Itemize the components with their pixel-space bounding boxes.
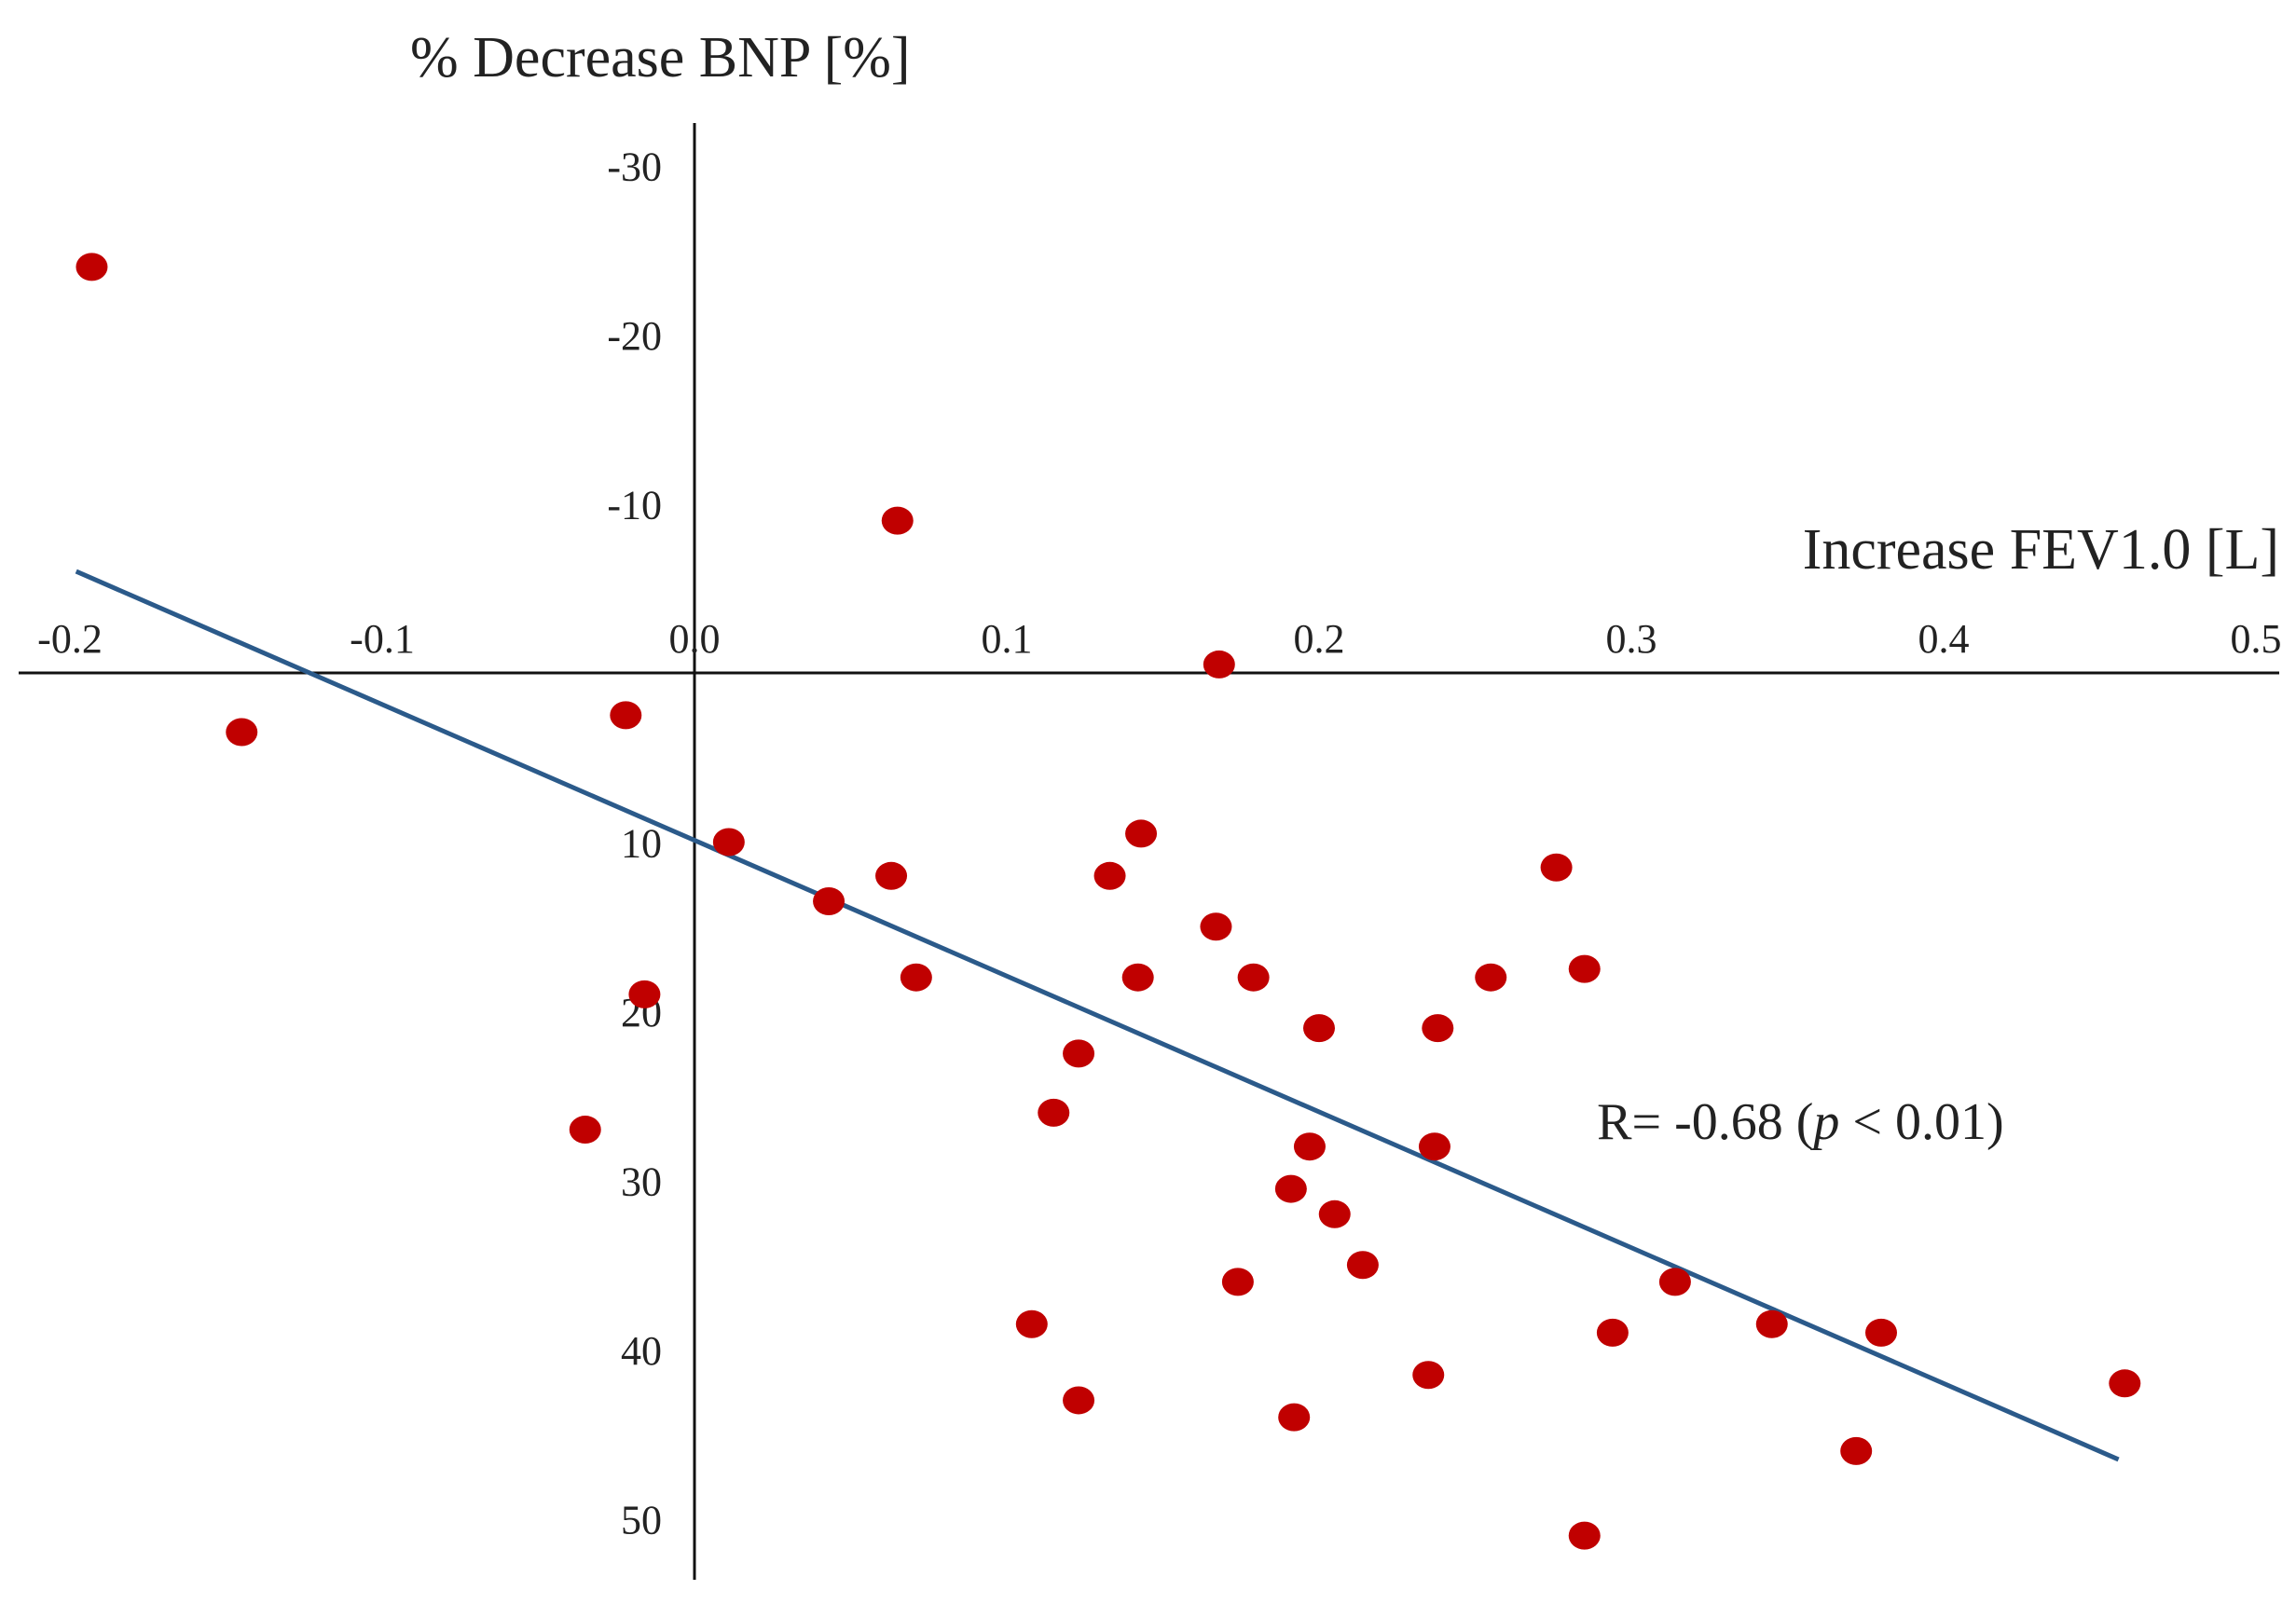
x-tick-label: 0.2 [1294, 616, 1345, 662]
data-point [628, 980, 661, 1008]
regression-line [75, 569, 2120, 1462]
data-point [1221, 1268, 1254, 1296]
data-point [226, 718, 258, 747]
data-points [76, 253, 2141, 1550]
data-point [610, 701, 642, 730]
x-tick-label: 0.4 [1918, 616, 1970, 662]
y-tick-label: 40 [621, 1328, 662, 1374]
y-tick-label: -20 [607, 313, 662, 359]
data-point [1237, 963, 1270, 992]
data-point [1125, 819, 1158, 848]
data-point [1840, 1436, 1873, 1465]
data-point [1346, 1251, 1379, 1280]
data-point [1475, 963, 1507, 992]
annotation-p: p [1809, 1093, 1839, 1151]
data-point [1015, 1309, 1048, 1338]
data-point [1658, 1268, 1691, 1296]
data-point [1200, 912, 1232, 941]
data-point [1422, 1014, 1454, 1043]
data-point [813, 887, 846, 916]
y-tick-label: -30 [607, 144, 662, 190]
y-tick-label: 10 [621, 821, 662, 867]
data-point [1121, 963, 1154, 992]
data-point [1303, 1014, 1335, 1043]
y-axis-title: % Decrease BNP [%] [410, 26, 911, 89]
data-point [1540, 853, 1573, 882]
x-tick-label: 0.3 [1606, 616, 1657, 662]
data-point [875, 861, 908, 890]
data-point [1865, 1318, 1897, 1347]
annotation-prefix: R= -0.68 ( [1597, 1093, 1813, 1151]
data-point [1203, 650, 1235, 679]
annotation-suffix: < 0.01) [1839, 1093, 2003, 1151]
x-tick-label: -0.2 [37, 616, 103, 662]
data-point [1418, 1132, 1450, 1161]
y-tick-label: 50 [621, 1498, 662, 1543]
data-point [1278, 1403, 1311, 1432]
data-point [76, 253, 108, 281]
y-tick-label: -10 [607, 483, 662, 528]
regression-line-group [75, 569, 2120, 1462]
data-point [1038, 1098, 1070, 1127]
correlation-annotation: R= -0.68 (p < 0.01) [1597, 1093, 2003, 1151]
data-point [2109, 1369, 2141, 1398]
data-point [1596, 1318, 1629, 1347]
data-point [1093, 861, 1126, 890]
data-point [1293, 1132, 1326, 1161]
x-tick-labels: -0.2 -0.1 0.0 0.1 0.2 0.3 0.4 0.5 [37, 616, 2281, 662]
data-point [1063, 1039, 1095, 1068]
data-point [881, 506, 914, 535]
x-tick-label: -0.1 [350, 616, 415, 662]
data-point [1063, 1386, 1095, 1415]
data-point [1412, 1361, 1445, 1390]
data-point [569, 1116, 601, 1145]
data-point [1318, 1200, 1351, 1228]
x-tick-label: 0.1 [982, 616, 1033, 662]
data-point [1568, 954, 1601, 983]
y-tick-label: 30 [621, 1159, 662, 1205]
x-tick-label: 0.0 [669, 616, 721, 662]
data-point [900, 963, 932, 992]
data-point [1755, 1309, 1788, 1338]
data-point [1568, 1521, 1601, 1550]
x-tick-label: 0.5 [2231, 616, 2282, 662]
data-point [1274, 1174, 1307, 1203]
data-point [712, 828, 745, 857]
x-axis-title: Increase FEV1.0 [L] [1803, 518, 2279, 582]
